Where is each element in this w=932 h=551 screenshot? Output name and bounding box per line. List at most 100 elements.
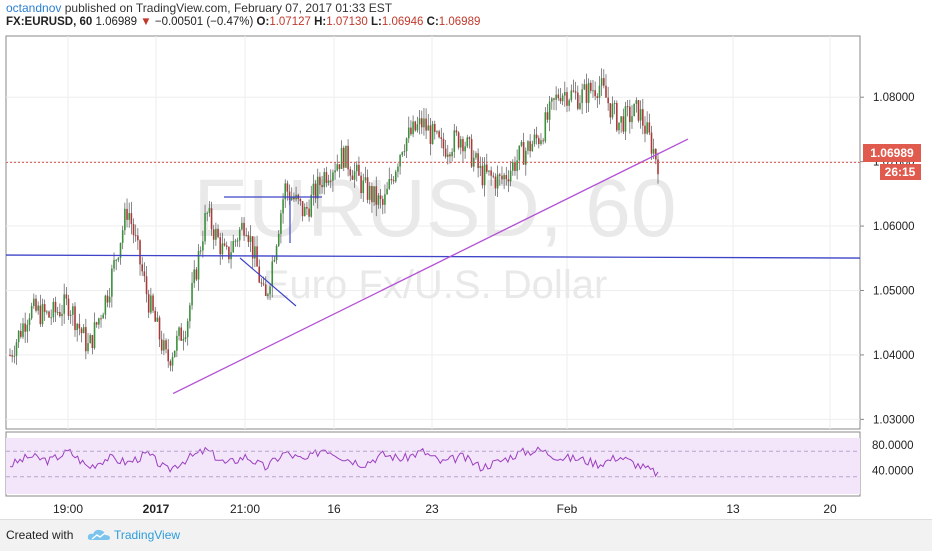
published-line: octandnov published on TradingView.com, … bbox=[6, 1, 392, 15]
candle-body bbox=[134, 235, 137, 237]
triangle-drawing[interactable] bbox=[224, 196, 322, 307]
price-pane[interactable] bbox=[5, 35, 861, 430]
candle-body bbox=[414, 121, 417, 131]
tradingview-cloud-icon bbox=[87, 529, 110, 540]
candle-body bbox=[137, 235, 139, 241]
candle-body bbox=[564, 92, 566, 96]
candle-body bbox=[570, 90, 573, 101]
candle-body bbox=[316, 176, 319, 199]
candle-body bbox=[310, 194, 313, 217]
candle-body bbox=[176, 335, 178, 351]
candle-body bbox=[433, 123, 436, 132]
candle-body bbox=[143, 271, 146, 277]
candle-body bbox=[538, 138, 540, 145]
candle-body bbox=[17, 330, 20, 343]
candle-body bbox=[611, 103, 614, 118]
candle-body bbox=[657, 159, 659, 175]
candle-body bbox=[271, 261, 274, 287]
candle-body bbox=[548, 101, 551, 120]
candle-body bbox=[325, 172, 328, 183]
candle-body bbox=[117, 257, 120, 260]
candle-body bbox=[321, 185, 323, 188]
candle-body bbox=[407, 127, 410, 139]
author-link[interactable]: octandnov bbox=[6, 1, 62, 15]
candle-body bbox=[74, 306, 76, 331]
price-tick-label: 1.03000 bbox=[873, 414, 915, 426]
candle-body bbox=[620, 116, 622, 123]
candle-body bbox=[115, 259, 117, 261]
candle-body bbox=[496, 174, 499, 189]
candle-body bbox=[217, 228, 219, 238]
candle-body bbox=[629, 106, 631, 123]
candle-body bbox=[95, 322, 98, 325]
candle-body bbox=[108, 296, 111, 303]
candle-body bbox=[655, 149, 657, 160]
candle-body bbox=[505, 175, 508, 180]
candle-body bbox=[514, 162, 516, 171]
candle-body bbox=[165, 340, 167, 350]
candle-body bbox=[52, 301, 55, 318]
candle-body bbox=[54, 301, 57, 313]
candle-body bbox=[199, 250, 202, 252]
candle-body bbox=[91, 335, 94, 348]
candle-body bbox=[308, 208, 310, 217]
created-with-label: Created with bbox=[6, 528, 74, 542]
candle-body bbox=[498, 174, 501, 176]
horizontal-line[interactable] bbox=[5, 254, 861, 259]
candle-body bbox=[22, 323, 24, 337]
trendline[interactable] bbox=[172, 138, 689, 395]
candle-body bbox=[544, 112, 547, 142]
candle-body bbox=[219, 237, 222, 255]
candle-body bbox=[319, 176, 321, 186]
candle-body bbox=[154, 310, 157, 322]
candle-body bbox=[360, 175, 362, 194]
candle-body bbox=[403, 151, 406, 153]
close-label: C: bbox=[426, 16, 439, 28]
time-tick-label: 2017 bbox=[143, 502, 170, 516]
candle-body bbox=[299, 199, 302, 202]
candle-body bbox=[251, 236, 254, 259]
countdown-badge bbox=[880, 164, 921, 180]
ohlc-line: FX:EURUSD, 60 1.06989 ▼ −0.00501 (−0.47%… bbox=[6, 16, 480, 28]
candle-body bbox=[394, 171, 397, 182]
chart-canvas[interactable]: EURUSD, 60 Euro Fx/U.S. Dollar 1.08000 1.… bbox=[0, 0, 932, 519]
candle-body bbox=[410, 127, 412, 135]
candle-body bbox=[336, 164, 339, 171]
candle-body bbox=[648, 122, 651, 133]
candle-body bbox=[518, 145, 521, 161]
change-value: −0.00501 (−0.47%) bbox=[154, 16, 254, 28]
candle-body bbox=[303, 206, 306, 217]
close-value: 1.06989 bbox=[438, 16, 481, 28]
price-axis[interactable]: 1.080001.070001.060001.050001.040001.030… bbox=[860, 92, 915, 426]
candle-body bbox=[349, 169, 352, 176]
candle-body bbox=[475, 153, 477, 158]
candle-body bbox=[102, 314, 104, 319]
candle-body bbox=[375, 186, 378, 205]
candle-body bbox=[35, 298, 37, 311]
candle-body bbox=[56, 312, 59, 314]
tradingview-brand[interactable]: TradingView bbox=[114, 528, 181, 542]
candle-body bbox=[527, 141, 529, 151]
candle-body bbox=[603, 78, 605, 86]
candle-body bbox=[522, 142, 525, 165]
candle-body bbox=[141, 264, 144, 272]
candle-body bbox=[520, 142, 523, 146]
candle-body bbox=[388, 179, 391, 189]
candle-body bbox=[590, 82, 592, 91]
time-tick-label: 19:00 bbox=[53, 502, 83, 516]
candle-body bbox=[301, 201, 304, 217]
candle-body bbox=[583, 84, 586, 90]
candle-body bbox=[202, 241, 204, 251]
time-axis[interactable]: 19:00 2017 21:00 16 23 Feb 13 20 bbox=[53, 502, 837, 516]
candle-body bbox=[280, 213, 282, 234]
candle-body bbox=[329, 180, 332, 182]
candle-body bbox=[87, 343, 89, 352]
candle-body bbox=[126, 208, 128, 220]
candle-body bbox=[425, 118, 427, 131]
price-tick-label: 1.05000 bbox=[873, 285, 915, 297]
candle-body bbox=[345, 145, 347, 168]
candle-body bbox=[373, 186, 375, 203]
watermark-symbol: EURUSD, 60 bbox=[193, 163, 676, 254]
rsi-axis[interactable]: 80.0000 40.0000 bbox=[6, 440, 914, 478]
candle-body bbox=[371, 185, 373, 203]
